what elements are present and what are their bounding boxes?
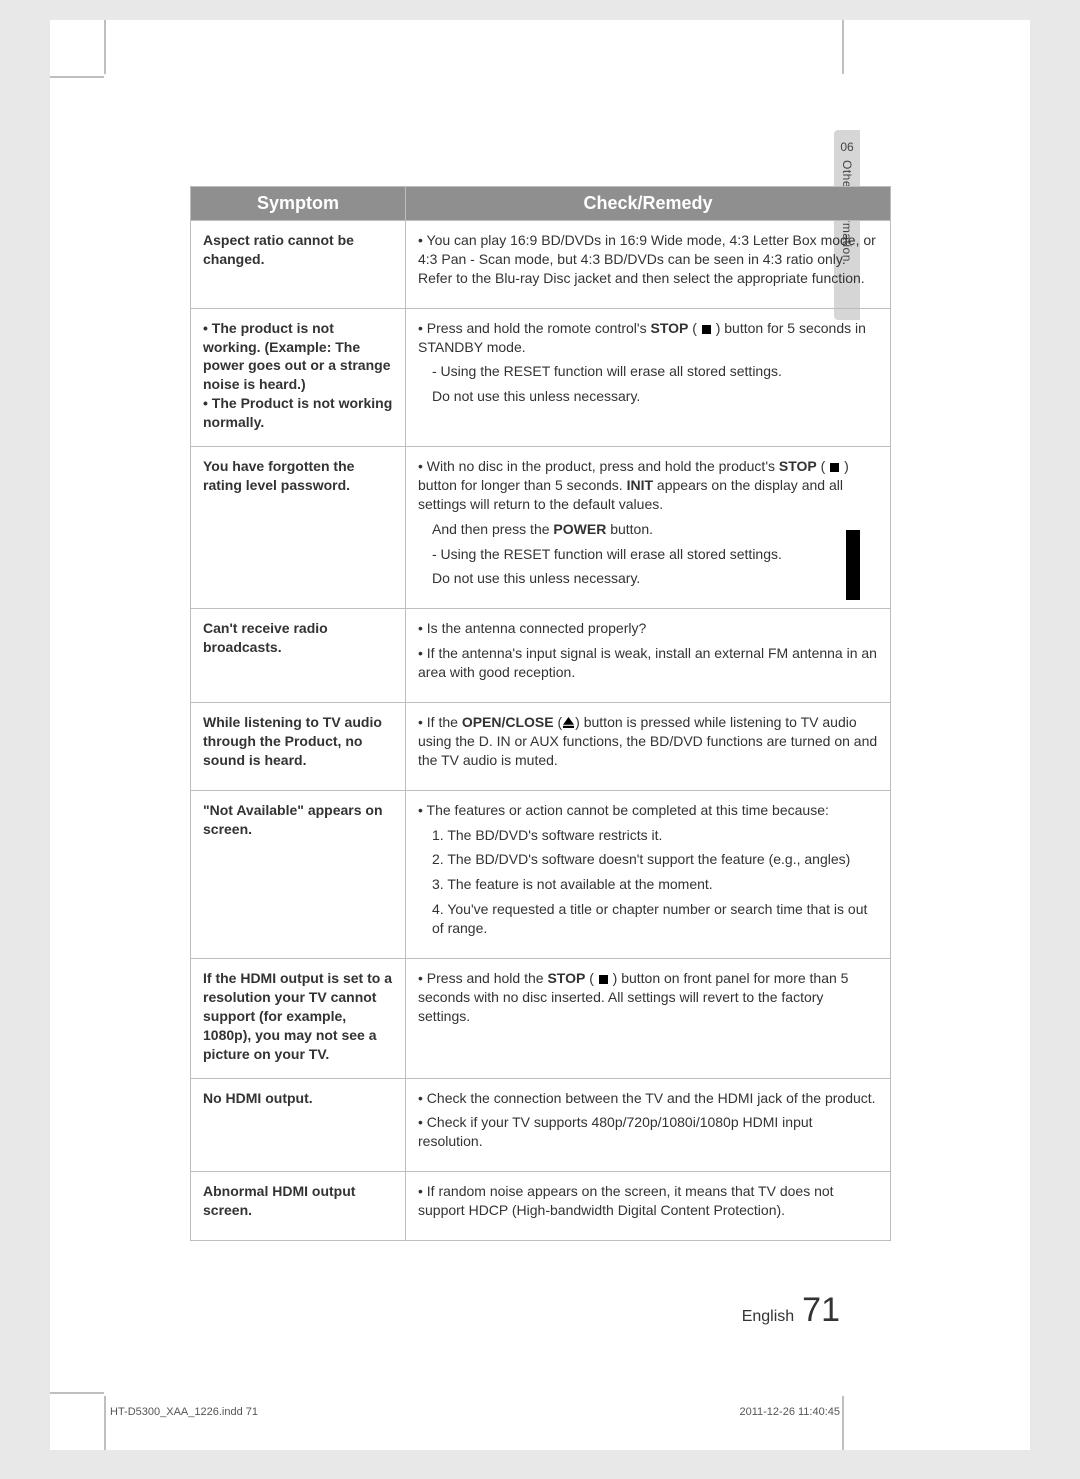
stop-icon bbox=[702, 325, 711, 334]
table-row: If the HDMI output is set to a resolutio… bbox=[191, 959, 891, 1078]
remedy-cell: • Press and hold the STOP ( ) button on … bbox=[406, 959, 891, 1078]
table-row: Aspect ratio cannot be changed.• You can… bbox=[191, 221, 891, 309]
imprint-file: HT-D5300_XAA_1226.indd 71 bbox=[110, 1406, 258, 1418]
symptom-cell: • The product is not working. (Example: … bbox=[191, 308, 406, 446]
symptom-cell: Abnormal HDMI output screen. bbox=[191, 1172, 406, 1241]
table-row: No HDMI output.• Check the connection be… bbox=[191, 1078, 891, 1172]
section-number: 06 bbox=[840, 140, 853, 154]
footer-page-number: 71 bbox=[802, 1291, 840, 1330]
stop-icon bbox=[599, 975, 608, 984]
remedy-cell: • Press and hold the romote control's ST… bbox=[406, 308, 891, 446]
remedy-cell: • Check the connection between the TV an… bbox=[406, 1078, 891, 1172]
imprint: HT-D5300_XAA_1226.indd 71 2011-12-26 11:… bbox=[110, 1406, 840, 1418]
crop-mark bbox=[104, 20, 106, 74]
remedy-cell: • If random noise appears on the screen,… bbox=[406, 1172, 891, 1241]
symptom-cell: Aspect ratio cannot be changed. bbox=[191, 221, 406, 309]
symptom-cell: While listening to TV audio through the … bbox=[191, 703, 406, 791]
crop-mark bbox=[842, 20, 844, 74]
remedy-cell: • You can play 16:9 BD/DVDs in 16:9 Wide… bbox=[406, 221, 891, 309]
page: 06 Other Information Symptom Check/Remed… bbox=[50, 20, 1030, 1450]
table-row: While listening to TV audio through the … bbox=[191, 703, 891, 791]
crop-mark bbox=[842, 1396, 844, 1450]
table-row: Abnormal HDMI output screen.• If random … bbox=[191, 1172, 891, 1241]
remedy-cell: • With no disc in the product, press and… bbox=[406, 447, 891, 609]
stop-icon bbox=[830, 463, 839, 472]
table-row: • The product is not working. (Example: … bbox=[191, 308, 891, 446]
remedy-cell: • If the OPEN/CLOSE () button is pressed… bbox=[406, 703, 891, 791]
remedy-cell: • The features or action cannot be compl… bbox=[406, 790, 891, 958]
symptom-cell: Can't receive radio broadcasts. bbox=[191, 609, 406, 703]
crop-mark bbox=[50, 1392, 104, 1394]
page-footer: English 71 bbox=[190, 1291, 840, 1330]
footer-language: English bbox=[742, 1308, 794, 1326]
crop-mark bbox=[50, 76, 104, 78]
symptom-cell: "Not Available" appears on screen. bbox=[191, 790, 406, 958]
table-row: You have forgotten the rating level pass… bbox=[191, 447, 891, 609]
header-remedy: Check/Remedy bbox=[406, 187, 891, 221]
crop-mark bbox=[104, 1396, 106, 1450]
imprint-timestamp: 2011-12-26 11:40:45 bbox=[739, 1406, 840, 1418]
troubleshooting-table: Symptom Check/Remedy Aspect ratio cannot… bbox=[190, 186, 891, 1241]
table-row: Can't receive radio broadcasts.• Is the … bbox=[191, 609, 891, 703]
remedy-cell: • Is the antenna connected properly?• If… bbox=[406, 609, 891, 703]
symptom-cell: If the HDMI output is set to a resolutio… bbox=[191, 959, 406, 1078]
symptom-cell: No HDMI output. bbox=[191, 1078, 406, 1172]
header-symptom: Symptom bbox=[191, 187, 406, 221]
symptom-cell: You have forgotten the rating level pass… bbox=[191, 447, 406, 609]
table-row: "Not Available" appears on screen.• The … bbox=[191, 790, 891, 958]
